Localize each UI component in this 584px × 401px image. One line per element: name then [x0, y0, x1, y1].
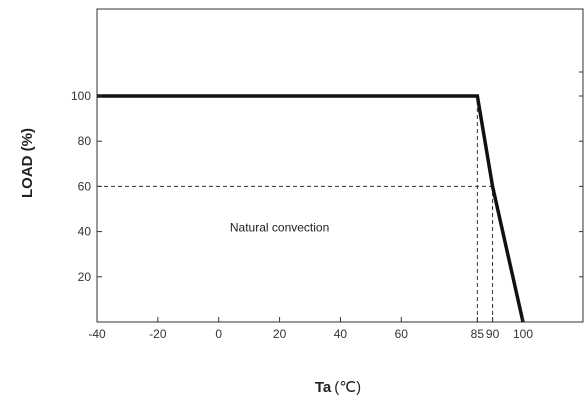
- x-axis-label: Ta (℃): [315, 379, 361, 396]
- x-tick-label: 40: [334, 327, 348, 341]
- x-tick-label: 85: [471, 327, 485, 341]
- reference-lines: [97, 96, 494, 322]
- x-tick-label: 0: [215, 327, 222, 341]
- x-tick-label: 100: [513, 327, 533, 341]
- x-tick-label: 90: [486, 327, 500, 341]
- x-tick-label: 60: [395, 327, 409, 341]
- x-axis-label-unit: (℃): [334, 379, 361, 396]
- annotation-natural-convection: Natural convection: [230, 221, 329, 235]
- x-tick-label: -40: [88, 327, 106, 341]
- series-group: [97, 94, 525, 323]
- y-tick-label: 80: [78, 134, 92, 148]
- y-tick-label: 100: [71, 89, 91, 103]
- y-tick-label: 40: [78, 225, 92, 239]
- y-axis-ticks: 20 40 60 80 100: [71, 71, 583, 284]
- y-tick-label: 20: [78, 270, 92, 284]
- y-axis-label: LOAD (%): [19, 128, 36, 198]
- x-tick-label: 20: [273, 327, 287, 341]
- annotations: Natural convection: [230, 221, 329, 235]
- load-curve-line: [97, 94, 525, 323]
- plot-frame: [96, 8, 584, 323]
- y-tick-label: 60: [78, 179, 92, 193]
- x-axis-ticks: -40 -20 0 20 40 60 85 90 100: [88, 317, 533, 341]
- x-axis-label-name: Ta: [315, 379, 332, 396]
- x-tick-label: -20: [149, 327, 167, 341]
